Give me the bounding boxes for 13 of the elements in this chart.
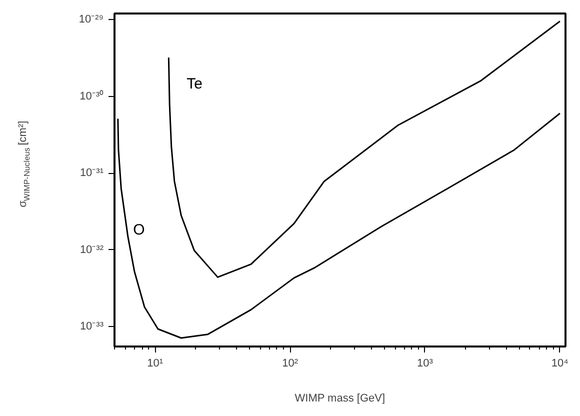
y-tick-label: 10⁻³³ <box>80 320 104 333</box>
series-label: Te <box>186 76 203 93</box>
x-tick-label: 10⁴ <box>551 358 569 370</box>
y-axis-title: σWIMP-Nucleus [cm²] <box>17 120 32 208</box>
x-tick-label: 10¹ <box>147 358 164 370</box>
y-tick-label: 10⁻³¹ <box>80 167 104 180</box>
x-tick-label: 10² <box>282 358 298 370</box>
series-label: O <box>133 221 145 238</box>
y-tick-label: 10⁻²⁹ <box>78 14 104 26</box>
x-axis-title: WIMP mass [GeV] <box>294 392 386 404</box>
y-tick-label: 10⁻³² <box>80 244 104 256</box>
y-tick-label: 10⁻³⁰ <box>80 89 104 102</box>
x-tick-label: 10³ <box>417 358 434 370</box>
